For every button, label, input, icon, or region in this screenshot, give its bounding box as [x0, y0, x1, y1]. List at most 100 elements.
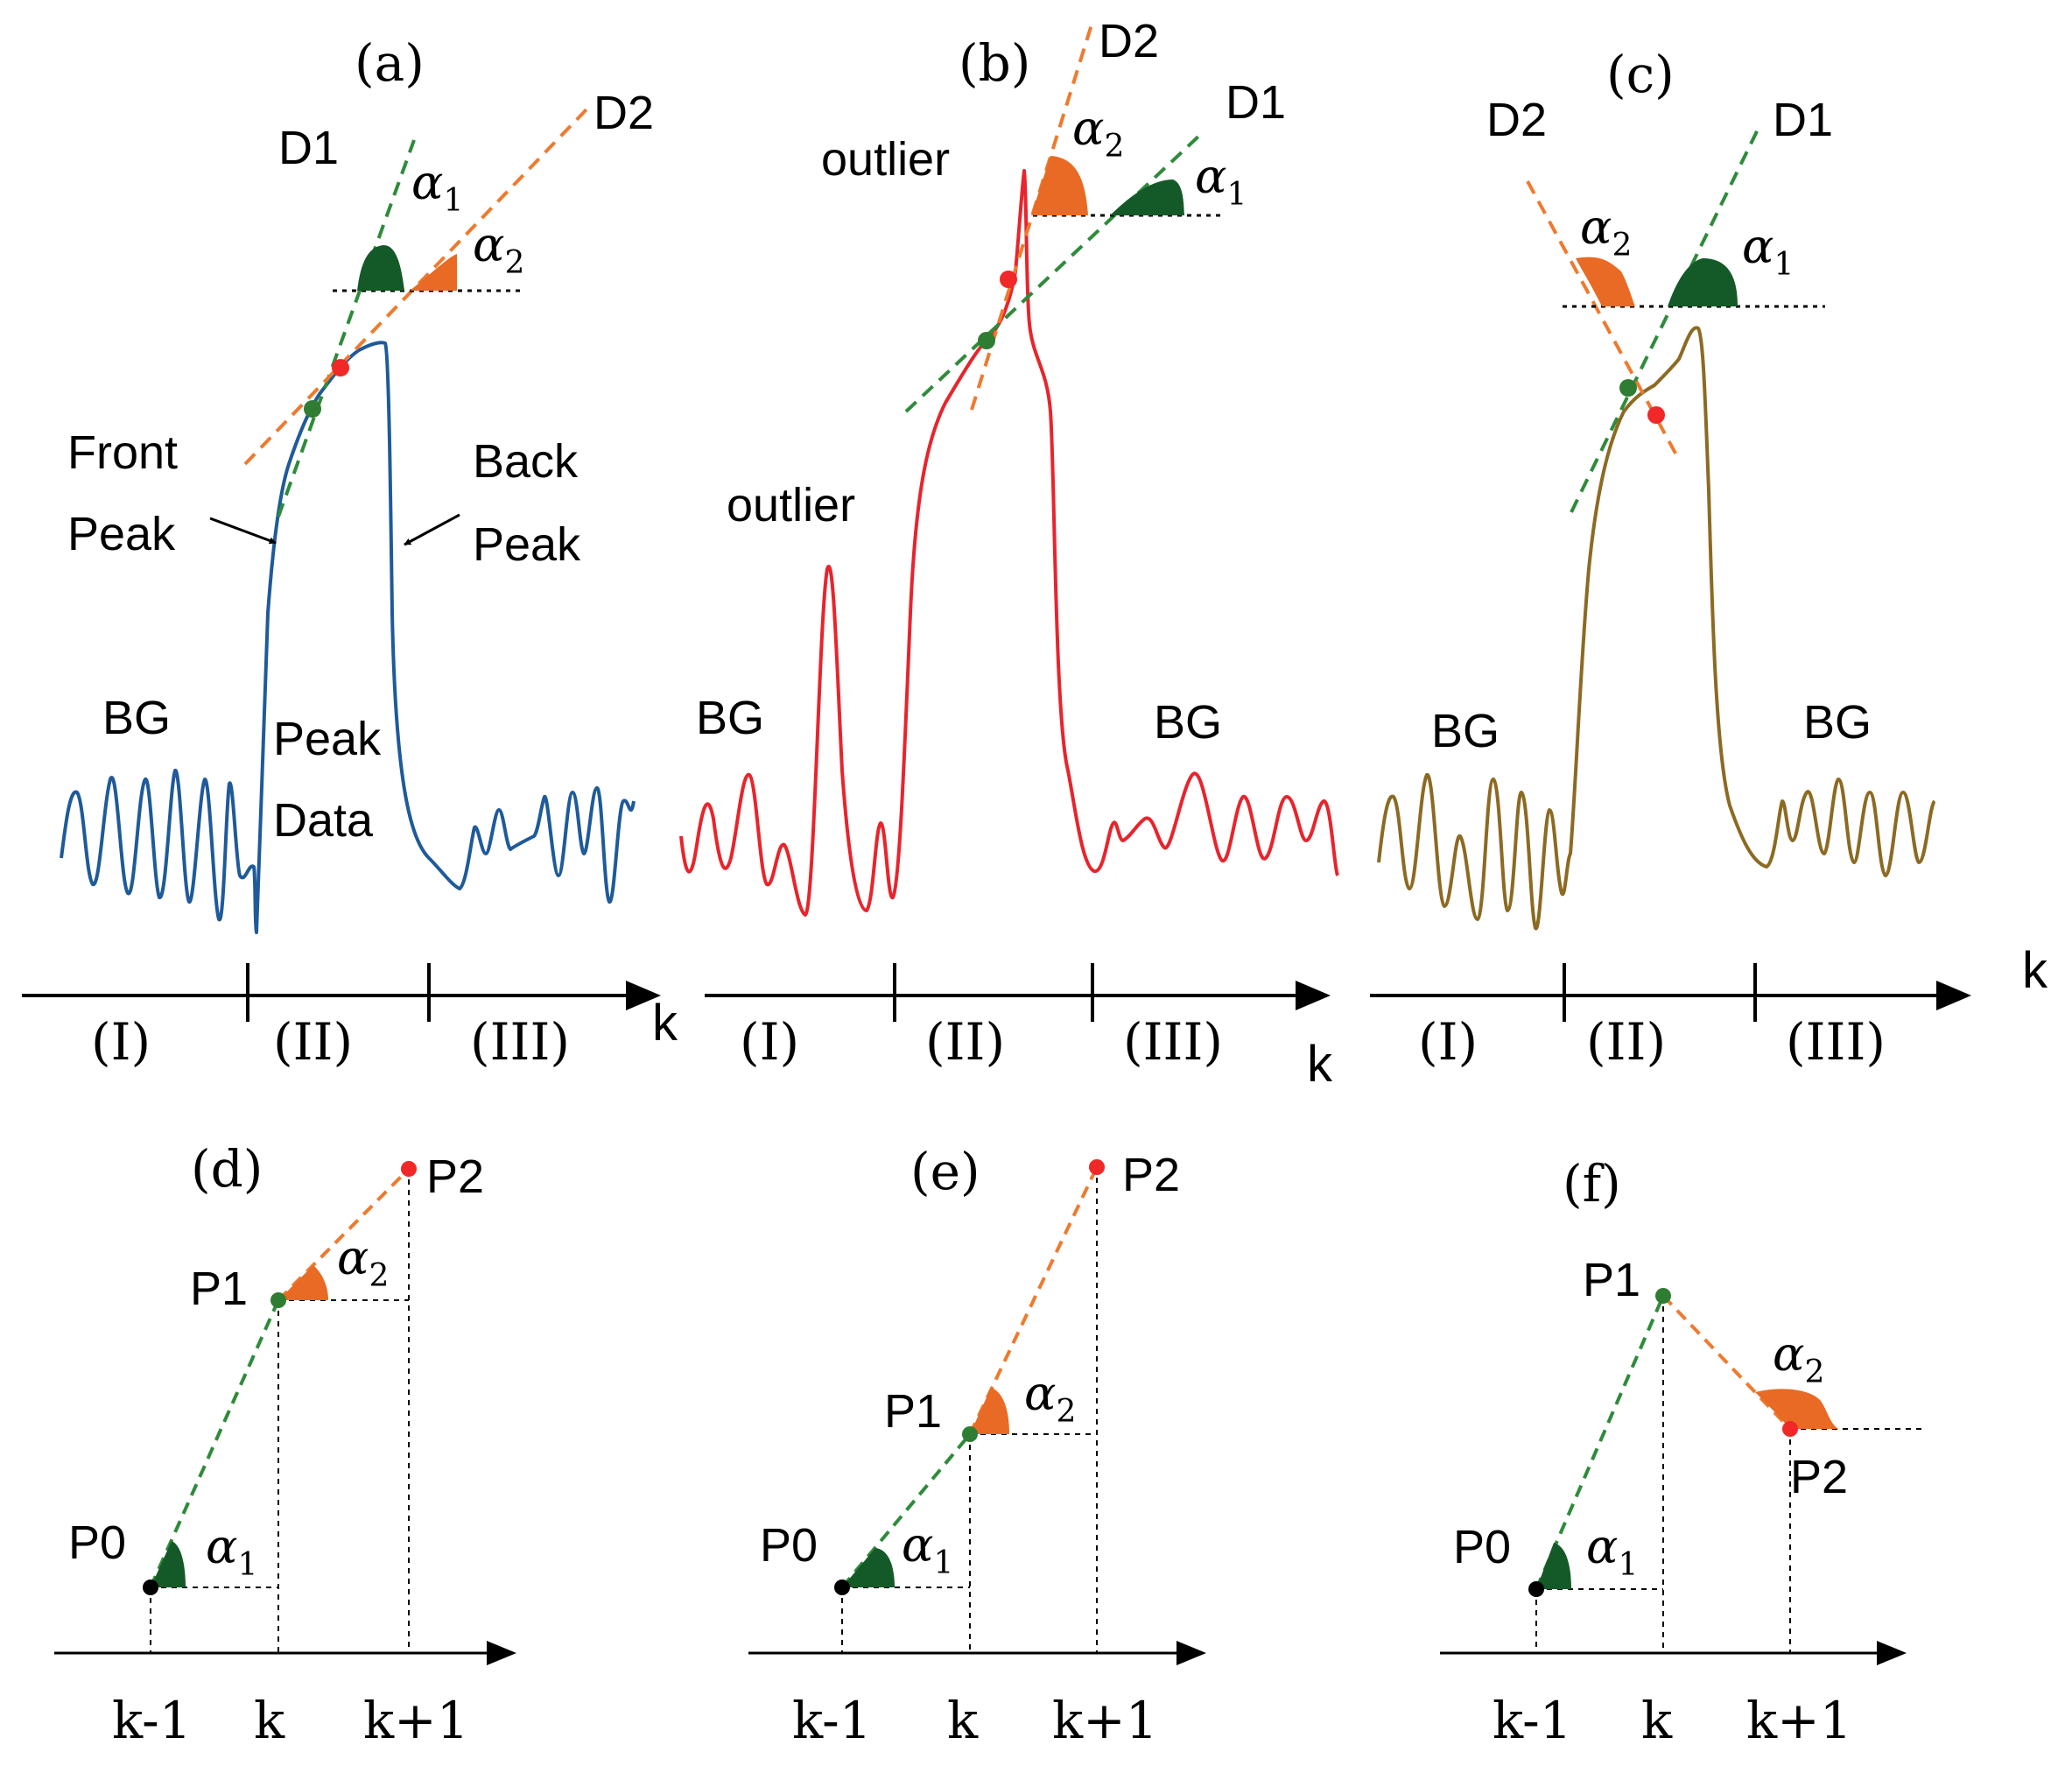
panel-b-angle-alpha1-marker [1110, 179, 1184, 215]
panel-e-alpha2-label: α2 [1024, 1366, 1076, 1430]
panel-e-tick-k-plus-1: k+1 [1052, 1691, 1158, 1750]
panel-a-line-d2 [243, 108, 588, 466]
panel-a-label: (a) [355, 33, 425, 93]
panel-f-p1-label: P1 [1583, 1254, 1640, 1306]
panel-a-signal-curve [60, 341, 636, 934]
panel-a-alpha2-label: α2 [473, 217, 524, 281]
panel-f-label: (f) [1563, 1154, 1621, 1214]
panel-d-orange-line [277, 1167, 411, 1302]
panel-d-label: (d) [191, 1139, 263, 1199]
panel-b-alpha2-label: α2 [1072, 101, 1124, 165]
panel-c-axis-label: k [2022, 942, 2048, 999]
panel-a-region-1: (I) [91, 1012, 151, 1072]
panel-b-alpha1-label: α1 [1195, 149, 1247, 213]
panel-e-p0-point [834, 1580, 850, 1595]
panel-b-angle-alpha2-marker [1031, 156, 1088, 215]
panel-a-region-3: (III) [470, 1012, 570, 1072]
panel-c-red-point [1647, 406, 1665, 424]
panel-e-p2-label: P2 [1122, 1149, 1180, 1201]
panel-d-tick-k: k [254, 1691, 285, 1750]
panel-c: (c) k (I) (II) (III) D1 D2 α2 α1 BG BG [1370, 45, 2048, 1072]
panel-b: (b) k (I) (II) (III) D1 D2 α2 α1 outlier… [679, 15, 1339, 1093]
panel-e-angle-alpha2-marker [970, 1388, 1009, 1434]
panel-d-p2-label: P2 [426, 1150, 484, 1203]
panel-f: (f) P0 P1 P2 α1 α2 k-1 k k+1 [1440, 1154, 1921, 1750]
panel-c-d2-label: D2 [1486, 94, 1547, 146]
panel-f-p2-point [1782, 1421, 1798, 1437]
panel-c-signal-curve [1377, 326, 1936, 931]
panel-f-p1-point [1655, 1288, 1671, 1304]
panel-e-label: (e) [910, 1142, 980, 1201]
panel-b-region-2: (II) [925, 1012, 1005, 1072]
panel-e-p1-point [962, 1426, 978, 1442]
panel-a-angle-alpha2-marker [410, 254, 457, 291]
panel-d-p0-point [143, 1580, 158, 1595]
panel-a-back-peak-arrow [404, 513, 460, 546]
panel-e-p1-label: P1 [884, 1385, 942, 1438]
panel-a-angle-alpha1-marker [357, 245, 404, 291]
panel-a-d1-label: D1 [278, 122, 339, 174]
panel-b-label: (b) [959, 33, 1030, 93]
panel-c-angle-alpha1-marker [1668, 258, 1738, 306]
panel-f-tick-k: k [1641, 1691, 1673, 1750]
panel-f-green-line [1535, 1295, 1665, 1590]
panel-c-alpha1-label: α1 [1742, 219, 1794, 283]
panel-a-back-peak-label-2: Peak [473, 518, 581, 571]
panel-d-angle-alpha1-marker [151, 1541, 186, 1587]
panel-a-front-peak-label-2: Peak [67, 508, 176, 560]
panel-e-p2-point [1089, 1159, 1105, 1175]
panel-f-angle-alpha2-marker [1755, 1389, 1838, 1429]
panel-c-green-point [1619, 379, 1637, 397]
panel-a-alpha1-label: α1 [411, 155, 463, 219]
panel-d-p0-label: P0 [68, 1516, 126, 1569]
panel-f-k-axis-arrow [1877, 1641, 1907, 1665]
panel-e-tick-k: k [947, 1691, 979, 1750]
panel-c-region-2: (II) [1586, 1012, 1666, 1072]
panel-e-angle-alpha1-marker [842, 1548, 895, 1587]
panel-c-bg-right-label: BG [1803, 696, 1872, 749]
panel-b-region-1: (I) [740, 1012, 799, 1072]
panel-d-p1-point [270, 1292, 286, 1308]
panel-b-bg-left-label: BG [696, 692, 764, 744]
panel-d-alpha1-label: α1 [206, 1519, 257, 1583]
panel-a-bg-label: BG [102, 692, 171, 744]
panel-c-bg-left-label: BG [1431, 705, 1500, 757]
panel-b-red-point [1000, 271, 1017, 288]
panel-b-outlier-top-label: outlier [821, 133, 950, 186]
panel-d-alpha2-label: α2 [337, 1230, 389, 1294]
panel-f-p0-label: P0 [1453, 1521, 1511, 1573]
panel-d-p1-label: P1 [190, 1263, 248, 1315]
panel-b-d1-label: D1 [1226, 76, 1286, 129]
panel-a-back-peak-label-1: Back [473, 435, 579, 488]
panel-e: (e) P0 P1 P2 α1 α2 k-1 k k+1 [748, 1142, 1206, 1750]
panel-c-line-d1 [1570, 129, 1759, 513]
panel-f-tick-k-plus-1: k+1 [1746, 1691, 1852, 1750]
panel-b-bg-label: BG [1154, 696, 1222, 749]
panel-f-tick-k-minus-1: k-1 [1493, 1691, 1572, 1750]
panel-a-line-d1 [277, 139, 416, 517]
panel-d-angle-alpha2-marker [278, 1265, 328, 1300]
panel-d-green-line [149, 1299, 280, 1588]
panel-a-green-point [304, 400, 321, 418]
panel-b-k-axis-arrow [1296, 981, 1331, 1010]
panel-c-d1-label: D1 [1773, 94, 1833, 146]
panel-c-alpha2-label: α2 [1580, 200, 1632, 264]
panel-a-front-peak-arrow [209, 517, 277, 545]
panel-b-axis-label: k [1307, 1036, 1333, 1093]
panel-f-alpha1-label: α1 [1586, 1519, 1638, 1583]
panel-d-tick-k-plus-1: k+1 [363, 1691, 469, 1750]
panel-a-region-2: (II) [273, 1012, 353, 1072]
panel-b-outlier-left-label: outlier [727, 479, 855, 531]
panel-d: (d) P0 P1 P2 α1 α2 k-1 k k+1 [54, 1139, 516, 1750]
panel-f-alpha2-label: α2 [1773, 1326, 1824, 1390]
panel-a-peak-data-label-2: Data [273, 794, 374, 847]
panel-c-angle-alpha2-marker [1576, 257, 1635, 306]
panel-b-region-3: (III) [1123, 1012, 1223, 1072]
panel-e-alpha1-label: α1 [902, 1517, 953, 1581]
panel-a-axis-label: k [652, 995, 678, 1052]
panel-c-label: (c) [1606, 45, 1675, 104]
panel-a-d2-label: D2 [594, 87, 654, 139]
panel-a-front-peak-label-1: Front [67, 426, 178, 479]
panel-e-green-line [840, 1432, 972, 1589]
